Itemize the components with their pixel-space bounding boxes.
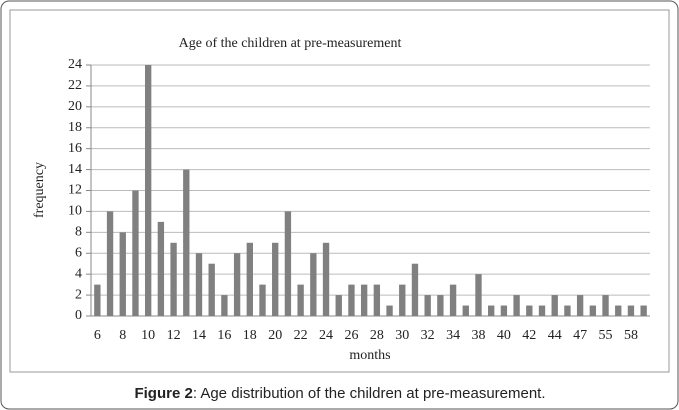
x-tick-label: 30	[395, 328, 409, 343]
bar	[602, 295, 609, 316]
bar	[322, 242, 330, 316]
x-tick-label: 10	[141, 328, 155, 343]
bar	[526, 305, 533, 316]
bar	[488, 305, 495, 316]
bar	[449, 284, 457, 316]
x-tick-label: 42	[522, 328, 536, 343]
x-tick-label: 44	[548, 328, 562, 343]
bar	[272, 242, 279, 316]
chart-title: Age of the children at pre-measurement	[179, 36, 402, 51]
x-tick-label: 38	[471, 328, 485, 343]
y-axis-label: frequency	[32, 162, 47, 218]
bar	[94, 284, 101, 316]
bar	[576, 295, 584, 316]
bar	[284, 211, 292, 316]
y-tick-label: 24	[68, 57, 82, 72]
bar	[195, 253, 203, 316]
bar	[221, 295, 228, 316]
bar	[538, 305, 546, 316]
y-tick-label: 16	[68, 141, 82, 156]
bar	[144, 65, 152, 316]
x-tick-label: 47	[573, 328, 587, 343]
bar	[437, 295, 444, 316]
x-tick-label: 34	[446, 328, 460, 343]
y-tick-label: 8	[75, 225, 82, 240]
bar	[208, 263, 215, 316]
bar	[411, 263, 419, 316]
bar	[157, 221, 165, 316]
x-tick-label: 12	[167, 328, 181, 343]
x-tick-label: 28	[370, 328, 384, 343]
bar	[615, 305, 622, 316]
bar	[386, 305, 393, 316]
bar	[246, 242, 253, 316]
x-tick-label: 32	[421, 328, 435, 343]
x-axis-label: months	[349, 348, 390, 363]
y-tick-label: 22	[68, 78, 82, 93]
x-tick-label: 22	[294, 328, 308, 343]
x-tick-label: 8	[119, 328, 126, 343]
y-tick-label: 6	[75, 245, 82, 260]
x-tick-label: 24	[319, 328, 333, 343]
bar	[475, 274, 482, 316]
bar	[513, 295, 520, 316]
y-tick-label: 12	[68, 183, 82, 198]
bar	[119, 232, 126, 316]
bar	[348, 284, 355, 316]
y-tick-label: 2	[75, 287, 82, 302]
caption: Figure 2: Age distribution of the childr…	[134, 385, 545, 402]
bar	[170, 242, 177, 316]
y-tick-label: 10	[68, 204, 82, 219]
bar	[373, 284, 381, 316]
y-tick-label: 18	[68, 120, 82, 135]
x-tick-label: 58	[624, 328, 638, 343]
bar	[462, 305, 469, 316]
bar	[399, 284, 406, 316]
x-tick-label: 18	[243, 328, 257, 343]
bar	[297, 284, 304, 316]
bar	[551, 295, 558, 316]
x-tick-label: 55	[599, 328, 613, 343]
x-tick-label: 14	[192, 328, 206, 343]
bar	[259, 284, 266, 316]
bar	[106, 211, 114, 316]
caption-label: Figure 2	[134, 385, 192, 402]
bar	[132, 190, 139, 316]
x-tick-label: 6	[94, 328, 101, 343]
bar	[627, 305, 635, 316]
bar	[233, 253, 241, 316]
y-tick-label: 14	[68, 162, 82, 177]
x-tick-label: 20	[268, 328, 282, 343]
bar	[183, 169, 190, 316]
bar	[360, 284, 368, 316]
bar	[424, 295, 431, 316]
y-tick-label: 0	[75, 308, 82, 323]
bar	[564, 305, 571, 316]
bar	[310, 253, 317, 316]
bar	[500, 305, 508, 316]
x-tick-label: 26	[344, 328, 358, 343]
x-tick-label: 40	[497, 328, 511, 343]
x-tick-label: 16	[217, 328, 231, 343]
caption-text: : Age distribution of the children at pr…	[193, 385, 546, 402]
y-tick-label: 4	[75, 266, 82, 281]
bar	[589, 305, 597, 316]
bar	[335, 295, 342, 316]
y-tick-label: 20	[68, 99, 82, 114]
bar	[640, 305, 647, 316]
